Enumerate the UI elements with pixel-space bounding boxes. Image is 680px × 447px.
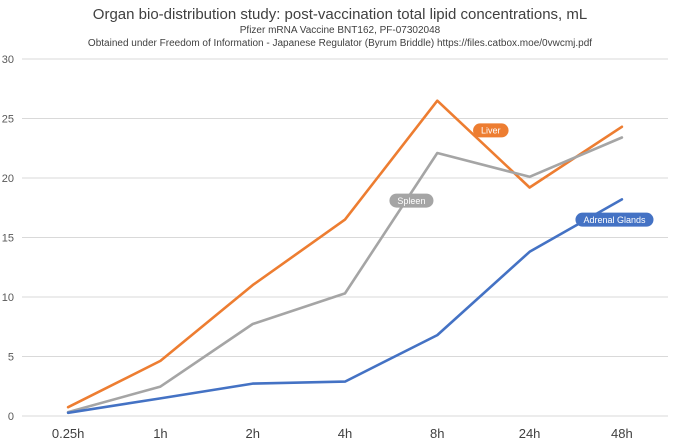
y-tick-label: 10 xyxy=(2,292,14,304)
gridlines xyxy=(22,58,668,417)
series-line-liver xyxy=(66,99,624,409)
y-tick-label: 0 xyxy=(8,411,14,423)
chart-subtitle-vaccine: Pfizer mRNA Vaccine BNT162, PF-07302048 xyxy=(240,25,441,36)
y-tick-label: 25 xyxy=(2,114,14,126)
series-label-tag xyxy=(575,212,654,227)
series-lines xyxy=(66,99,624,415)
x-tick-label: 2h xyxy=(245,426,259,441)
series-label-tag xyxy=(389,193,434,208)
x-tick-label: 1h xyxy=(153,426,167,441)
series-line-adrenal-glands xyxy=(66,198,624,415)
series-label-text: Adrenal Glands xyxy=(583,215,646,225)
series-inline-labels: Liver Spleen Adrenal Glands xyxy=(389,123,654,227)
series-label-text: Liver xyxy=(481,126,501,136)
series-label-liver: Liver xyxy=(473,123,509,138)
x-tick-label: 24h xyxy=(519,426,541,441)
y-tick-label: 5 xyxy=(8,352,14,364)
chart-subtitle-source: Obtained under Freedom of Information - … xyxy=(88,38,592,49)
y-tick-label: 20 xyxy=(2,173,14,185)
series-label-spleen: Spleen xyxy=(389,193,434,208)
y-axis-tick-labels: 0 5 10 15 20 25 30 xyxy=(2,54,14,423)
y-tick-label: 30 xyxy=(2,54,14,66)
x-tick-label: 0.25h xyxy=(52,426,85,441)
series-label-text: Spleen xyxy=(397,196,425,206)
y-tick-label: 15 xyxy=(2,233,14,245)
x-tick-label: 48h xyxy=(611,426,633,441)
x-tick-label: 8h xyxy=(430,426,444,441)
x-axis-tick-labels: 0.25h 1h 2h 4h 8h 24h 48h xyxy=(52,426,633,441)
series-label-adrenal-glands: Adrenal Glands xyxy=(575,212,654,227)
chart-title: Organ bio-distribution study: post-vacci… xyxy=(93,6,587,23)
series-line-spleen xyxy=(66,136,624,414)
series-label-tag xyxy=(473,123,509,138)
x-tick-label: 4h xyxy=(338,426,352,441)
